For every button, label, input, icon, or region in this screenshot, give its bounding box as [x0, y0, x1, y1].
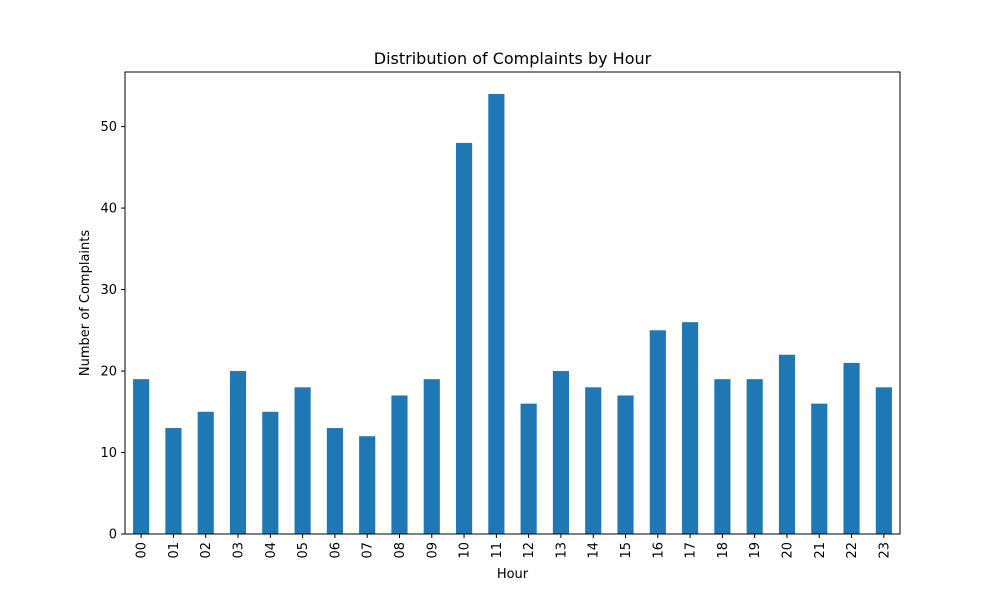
x-tick-label: 01 [167, 542, 182, 559]
x-tick-label: 22 [845, 542, 860, 559]
y-tick-label: 0 [109, 528, 117, 543]
x-tick-label: 10 [458, 542, 473, 559]
x-tick-label: 19 [748, 542, 763, 559]
bars-group [133, 94, 892, 534]
x-tick-label: 00 [135, 542, 150, 559]
bar-18 [714, 379, 731, 534]
x-tick-label: 15 [619, 542, 634, 559]
y-tick-label: 20 [100, 365, 117, 380]
y-tick-label: 10 [100, 446, 117, 461]
x-tick-label: 18 [716, 542, 731, 559]
bar-09 [423, 379, 440, 534]
bar-05 [294, 387, 311, 534]
x-tick-label: 16 [651, 542, 666, 559]
y-axis: 0 10 20 30 40 50 [100, 120, 125, 543]
x-tick-label: 21 [813, 542, 828, 559]
bar-02 [197, 411, 214, 534]
y-tick-label: 30 [100, 283, 117, 298]
x-tick-label: 02 [199, 542, 214, 559]
bar-14 [585, 387, 602, 534]
bar-04 [262, 411, 279, 534]
bar-00 [133, 379, 150, 534]
bar-11 [488, 94, 505, 534]
y-axis-label: Number of Complaints [78, 230, 93, 376]
bar-08 [391, 395, 408, 534]
bar-15 [617, 395, 634, 534]
bar-07 [359, 436, 376, 534]
x-tick-label: 03 [232, 542, 247, 559]
x-tick-label: 08 [393, 542, 408, 559]
x-tick-label: 06 [328, 542, 343, 559]
bar-12 [520, 403, 537, 534]
bar-21 [811, 403, 828, 534]
y-tick-label: 40 [100, 202, 117, 217]
chart-title: Distribution of Complaints by Hour [374, 49, 652, 68]
x-axis: 00 01 02 03 04 05 06 07 08 09 10 11 12 13 14 15 16 17 18 19… [135, 534, 892, 559]
bar-03 [229, 371, 247, 534]
bar-13 [552, 371, 570, 534]
x-tick-label: 12 [522, 542, 537, 559]
x-tick-label: 07 [361, 542, 376, 559]
plot-frame [124, 71, 901, 535]
bar-19 [746, 379, 763, 534]
y-tick-label: 50 [100, 120, 117, 135]
x-axis-label: Hour [497, 567, 529, 582]
bar-10 [455, 142, 473, 534]
bar-01 [165, 428, 182, 534]
bar-16 [649, 330, 666, 534]
bar-17 [682, 322, 699, 534]
bar-20 [778, 354, 796, 534]
x-tick-label: 11 [490, 542, 505, 559]
x-tick-label: 05 [296, 542, 311, 559]
x-tick-label: 20 [780, 542, 795, 559]
x-tick-label: 23 [877, 542, 892, 559]
x-tick-label: 04 [264, 542, 279, 559]
x-tick-label: 14 [587, 542, 602, 559]
bar-06 [326, 428, 343, 534]
bar-23 [875, 387, 892, 534]
x-tick-label: 09 [425, 542, 440, 559]
bar-22 [843, 362, 860, 534]
x-tick-label: 17 [684, 542, 699, 559]
x-tick-label: 13 [554, 542, 569, 559]
